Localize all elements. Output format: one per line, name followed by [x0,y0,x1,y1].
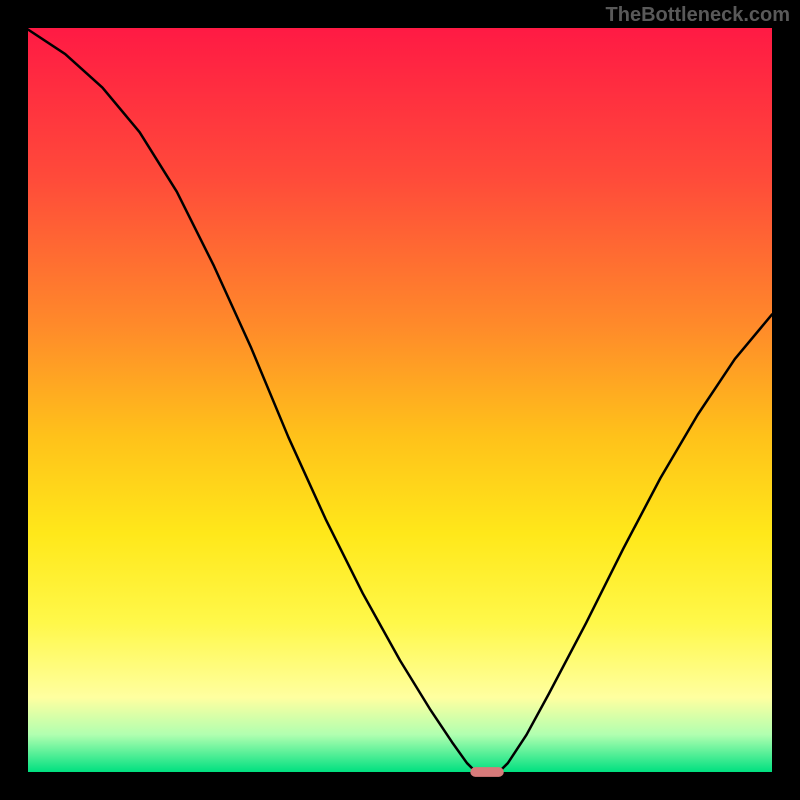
bottleneck-chart [0,0,800,800]
watermark-text: TheBottleneck.com [606,4,790,27]
optimal-marker [470,767,503,777]
